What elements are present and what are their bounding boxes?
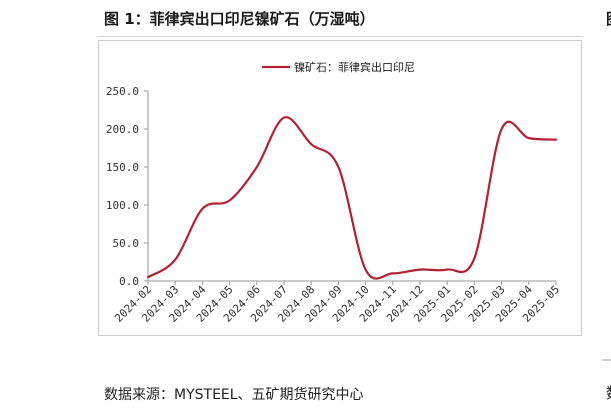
figure-source: 数据来源：MYSTEEL、五矿期货研究中心 [104, 387, 364, 403]
y-tick-label: 0.0 [119, 275, 139, 288]
y-tick-label: 200.0 [106, 123, 139, 136]
adjacent-figure-divider [602, 359, 611, 361]
adjacent-source-fragment: 数 [606, 382, 611, 403]
title-divider [98, 36, 582, 37]
y-tick-label: 100.0 [106, 199, 139, 212]
chart-frame [98, 40, 582, 336]
y-tick-label: 50.0 [113, 237, 140, 250]
series-line [146, 116, 558, 280]
legend-label: 镍矿石：菲律宾出口印尼 [294, 60, 415, 74]
adjacent-figure-title-fragment: 图 [606, 8, 611, 29]
y-tick-label: 150.0 [106, 161, 139, 174]
figure-title: 图 1：菲律宾出口印尼镍矿石（万湿吨） [104, 10, 375, 28]
y-tick-label: 250.0 [106, 85, 139, 98]
